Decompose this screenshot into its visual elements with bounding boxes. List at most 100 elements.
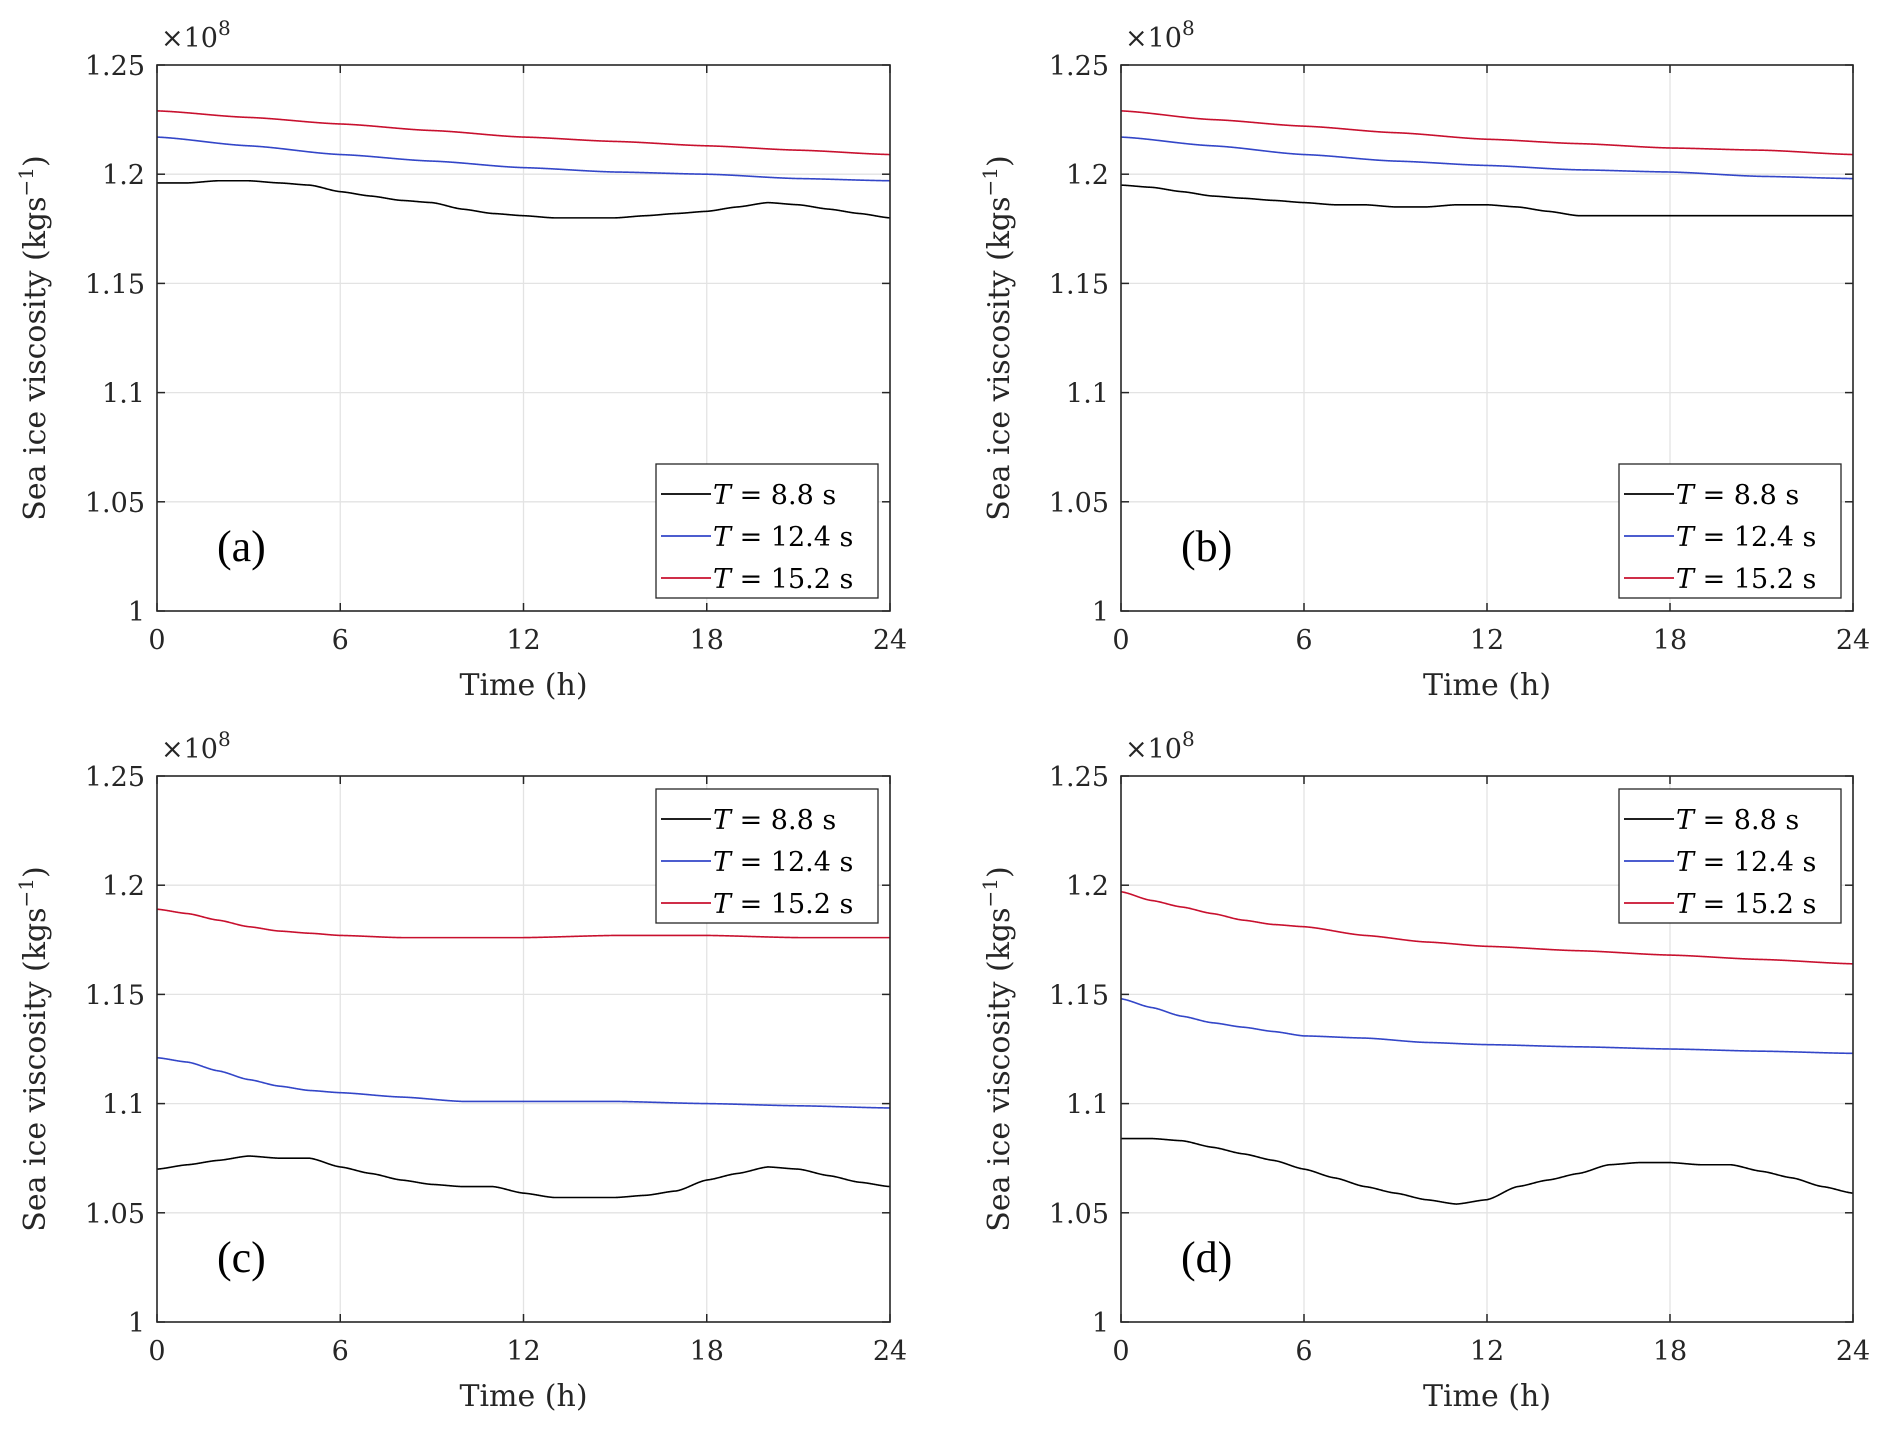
y-tick-label: 1.25 bbox=[85, 51, 145, 82]
series-line-15-2s bbox=[1121, 110, 1853, 156]
legend-label: T = 8.8 s bbox=[713, 480, 836, 511]
legend-label: T = 15.2 s bbox=[1676, 564, 1816, 595]
y-tick-label: 1.1 bbox=[102, 1090, 145, 1121]
legend-eq: = 8.8 s bbox=[1694, 805, 1799, 836]
y-tick-label: 1 bbox=[128, 597, 145, 628]
legend-item: T = 15.2 s bbox=[661, 564, 853, 595]
panel-d: 0 6 12 18 24 1 1.05 1.1 1.15 1.2 1.25 ×108 Time (h) S… bbox=[978, 727, 1870, 1414]
x-axis-label: Time (h) bbox=[1423, 668, 1551, 703]
legend-item: T = 12.4 s bbox=[1624, 847, 1816, 878]
x-tick-label: 6 bbox=[1295, 1336, 1312, 1367]
series-line-8-8s bbox=[157, 179, 890, 219]
legend-var: T bbox=[713, 522, 733, 553]
y-tick-label: 1 bbox=[1092, 597, 1109, 628]
x-tick-label: 18 bbox=[1653, 625, 1687, 656]
legend-box bbox=[655, 463, 879, 599]
series-line-12-4s bbox=[1121, 136, 1853, 180]
x-tick-label: 24 bbox=[873, 1336, 907, 1367]
y-tick-label: 1.1 bbox=[102, 379, 145, 410]
x-axis-label: Time (h) bbox=[459, 1379, 587, 1414]
legend-eq: = 15.2 s bbox=[1694, 564, 1816, 595]
x-tick-label: 12 bbox=[506, 625, 540, 656]
x-tick-label: 6 bbox=[332, 625, 349, 656]
x-tick-label: 24 bbox=[1836, 625, 1870, 656]
panel-label: (c) bbox=[217, 1233, 266, 1282]
y-axis-label-exponent: −1 bbox=[978, 878, 1002, 907]
legend-var: T bbox=[1676, 480, 1696, 511]
y-axis-label-close: ) bbox=[982, 866, 1017, 878]
y-tick-label: 1.1 bbox=[1066, 379, 1109, 410]
legend-label: T = 15.2 s bbox=[1676, 889, 1816, 920]
y-multiplier: ×108 bbox=[1125, 16, 1195, 54]
y-tick-label: 1.05 bbox=[1049, 488, 1109, 519]
legend-eq: = 8.8 s bbox=[1694, 480, 1799, 511]
y-tick-label: 1.25 bbox=[1049, 51, 1109, 82]
series-line-15-2s bbox=[1121, 890, 1853, 965]
legend-label: T = 8.8 s bbox=[1676, 480, 1799, 511]
y-tick-label: 1 bbox=[1092, 1308, 1109, 1339]
y-axis-label: Sea ice viscosity (kgs−1) bbox=[14, 155, 53, 520]
series-group bbox=[1121, 110, 1853, 217]
x-tick-label: 12 bbox=[1470, 1336, 1504, 1367]
y-tick-label: 1.15 bbox=[1049, 269, 1109, 300]
series-line-12-4s bbox=[1121, 997, 1853, 1055]
panel-label: (d) bbox=[1181, 1233, 1232, 1282]
legend-eq: = 15.2 s bbox=[1694, 889, 1816, 920]
y-tick-label: 1.05 bbox=[85, 1199, 145, 1230]
legend-var: T bbox=[1676, 889, 1696, 920]
legend-item: T = 8.8 s bbox=[661, 805, 836, 836]
panel-label: (b) bbox=[1181, 522, 1232, 571]
legend-var: T bbox=[713, 847, 733, 878]
panel-b: 0 6 12 18 24 1 1.05 1.1 1.15 1.2 1.25 ×108 Time (h) S… bbox=[978, 16, 1870, 703]
x-tick-label: 0 bbox=[1112, 625, 1129, 656]
panel-label: (a) bbox=[217, 522, 266, 571]
series-line-15-2s bbox=[157, 908, 890, 939]
series-line-12-4s bbox=[157, 1056, 890, 1109]
legend-item: T = 8.8 s bbox=[661, 480, 836, 511]
y-tick-label: 1.2 bbox=[102, 871, 145, 902]
legend-var: T bbox=[713, 889, 733, 920]
legend-item: T = 12.4 s bbox=[1624, 522, 1816, 553]
y-multiplier-exponent: 8 bbox=[218, 16, 231, 40]
legend-eq: = 12.4 s bbox=[731, 847, 853, 878]
legend-label: T = 15.2 s bbox=[713, 564, 853, 595]
y-tick-label: 1.2 bbox=[1066, 160, 1109, 191]
legend-item: T = 12.4 s bbox=[661, 522, 853, 553]
x-tick-label: 0 bbox=[148, 1336, 165, 1367]
legend-item: T = 15.2 s bbox=[661, 889, 853, 920]
legend-box bbox=[655, 788, 879, 924]
legend: T = 8.8 sT = 12.4 sT = 15.2 s bbox=[655, 788, 879, 924]
y-tick-label: 1.25 bbox=[85, 762, 145, 793]
legend-eq: = 12.4 s bbox=[731, 522, 853, 553]
x-tick-label: 0 bbox=[148, 625, 165, 656]
y-tick-label: 1.05 bbox=[85, 488, 145, 519]
legend-label: T = 12.4 s bbox=[713, 522, 853, 553]
legend-eq: = 12.4 s bbox=[1694, 847, 1816, 878]
legend-eq: = 12.4 s bbox=[1694, 522, 1816, 553]
x-tick-label: 18 bbox=[690, 625, 724, 656]
series-line-15-2s bbox=[157, 110, 890, 156]
x-tick-label: 12 bbox=[506, 1336, 540, 1367]
legend-var: T bbox=[713, 564, 733, 595]
y-multiplier: ×108 bbox=[161, 727, 231, 765]
series-group bbox=[157, 908, 890, 1199]
legend-item: T = 15.2 s bbox=[1624, 889, 1816, 920]
y-tick-label: 1.1 bbox=[1066, 1090, 1109, 1121]
panel-c: 0 6 12 18 24 1 1.05 1.1 1.15 1.2 1.25 ×108 Time (h) S… bbox=[14, 727, 907, 1414]
series-line-8-8s bbox=[1121, 184, 1853, 217]
y-axis-label-main: Sea ice viscosity (kgs bbox=[982, 196, 1017, 520]
legend-var: T bbox=[1676, 522, 1696, 553]
legend-var: T bbox=[1676, 564, 1696, 595]
y-axis-label-main: Sea ice viscosity (kgs bbox=[18, 196, 53, 520]
legend-item: T = 8.8 s bbox=[1624, 480, 1799, 511]
y-axis-label-close: ) bbox=[18, 155, 53, 167]
legend-eq: = 15.2 s bbox=[731, 889, 853, 920]
x-tick-label: 6 bbox=[332, 1336, 349, 1367]
y-axis-label: Sea ice viscosity (kgs−1) bbox=[978, 155, 1017, 520]
y-multiplier: ×108 bbox=[161, 16, 231, 54]
y-axis-label-exponent: −1 bbox=[14, 878, 38, 907]
legend-var: T bbox=[713, 805, 733, 836]
y-tick-label: 1.2 bbox=[102, 160, 145, 191]
y-axis-label-close: ) bbox=[18, 866, 53, 878]
panel-a: 0 6 12 18 24 1 1.05 1.1 1.15 1.2 1.25 ×108 Time (h) S… bbox=[14, 16, 907, 703]
